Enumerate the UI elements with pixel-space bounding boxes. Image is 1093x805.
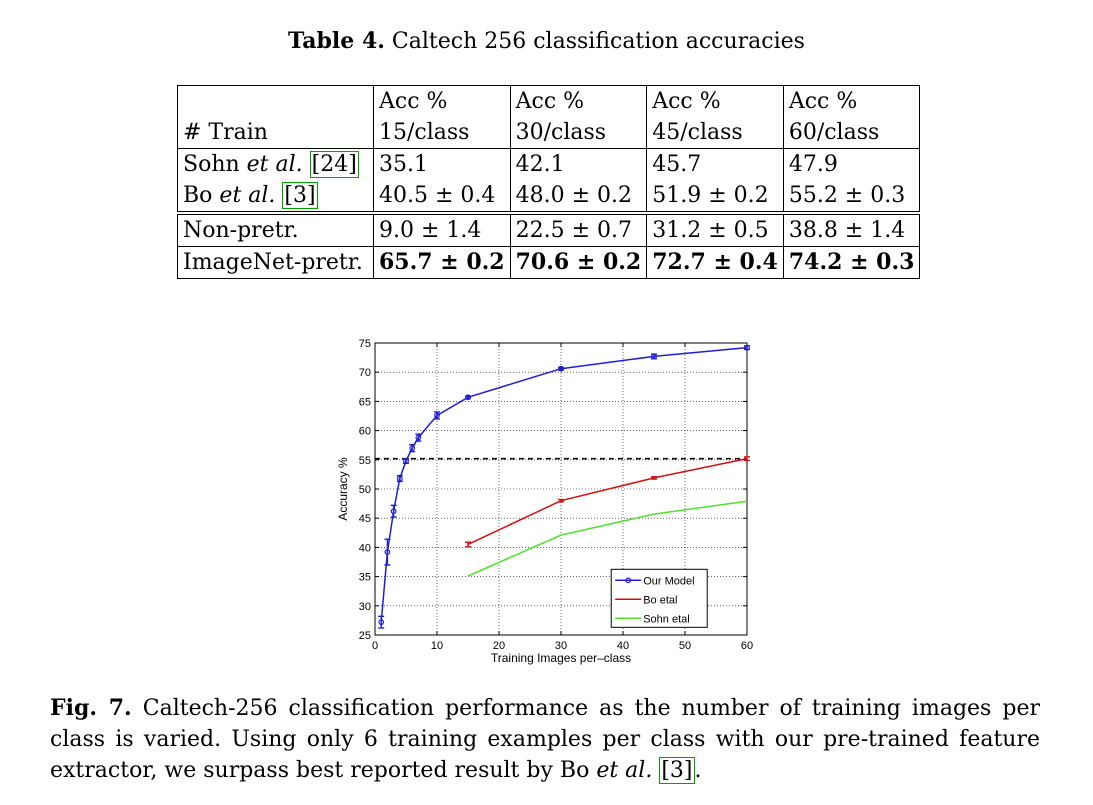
series-line [380, 346, 748, 623]
table-cell: 48.0 ± 0.2 [509, 180, 648, 214]
table-cell: 65.7 ± 0.2 [373, 246, 511, 279]
y-axis-label: Accuracy % [336, 457, 350, 521]
table-cell: 55.2 ± 0.3 [782, 180, 921, 214]
data-point [558, 365, 564, 372]
table-cell: 42.1 [509, 148, 648, 180]
table-cell: 51.9 ± 0.2 [646, 180, 784, 214]
x-tick-label: 0 [372, 640, 378, 652]
y-tick-label: 55 [359, 455, 371, 467]
table-row-sohn: Sohn et al. [24] 35.1 42.1 45.7 47.9 [177, 148, 921, 180]
citation-link[interactable]: [24] [309, 151, 359, 178]
header-col-30: Acc % 30/class [509, 85, 648, 149]
data-point [744, 344, 750, 351]
y-tick-label: 25 [359, 630, 371, 642]
table-cell: 35.1 [373, 148, 511, 180]
header-acc-label: Acc % [788, 89, 858, 114]
table-cell: 40.5 ± 0.4 [373, 180, 511, 214]
header-class-label: 60/class [788, 120, 880, 145]
table-cell: 38.8 ± 1.4 [782, 211, 921, 247]
figure-caption-label: Fig. 7. [50, 695, 132, 721]
table-cell: 9.0 ± 1.4 [373, 211, 511, 247]
data-point [403, 458, 409, 464]
legend-marker [625, 577, 632, 584]
header-col-60: Acc % 60/class [782, 85, 921, 149]
y-tick-label: 75 [359, 338, 371, 350]
x-axis-label: Training Images per–class [491, 651, 631, 665]
x-tick-label: 50 [679, 640, 691, 652]
table-cell: 22.5 ± 0.7 [509, 211, 648, 247]
data-point [384, 549, 391, 555]
data-point [434, 412, 440, 419]
series-line [467, 500, 748, 577]
table-cell: 47.9 [782, 148, 921, 180]
table-header-row: # Train Acc % 15/class Acc % 30/class Acc … [177, 85, 921, 149]
table-cell: 31.2 ± 0.5 [646, 211, 784, 247]
header-col-45: Acc % 45/class [646, 85, 784, 149]
legend-label: Our Model [643, 575, 694, 587]
header-class-label: 45/class [652, 120, 743, 145]
header-acc-label: Acc % [652, 89, 721, 114]
citation-link[interactable]: [3] [282, 182, 318, 209]
y-tick-label: 30 [359, 601, 371, 613]
data-point [651, 353, 657, 360]
data-point [396, 475, 403, 482]
figure-caption: Fig. 7. Caltech-256 classification perfo… [50, 695, 1040, 784]
data-point [465, 394, 471, 401]
table-cell: 70.6 ± 0.2 [509, 246, 648, 279]
legend-label: Bo etal [643, 594, 677, 606]
row-label: Sohn et al. [24] [177, 148, 374, 180]
y-tick-label: 50 [359, 484, 371, 496]
table-cell: 72.7 ± 0.4 [646, 246, 784, 279]
data-point [390, 508, 397, 515]
x-tick-label: 40 [617, 640, 629, 652]
header-acc-label: Acc % [515, 89, 585, 114]
y-tick-label: 65 [359, 396, 371, 408]
y-tick-label: 60 [359, 426, 371, 438]
y-tick-label: 35 [359, 572, 371, 584]
figure-caption-text: Caltech-256 classification performance a… [50, 696, 1040, 783]
y-tick-label: 45 [359, 513, 371, 525]
data-point [415, 434, 422, 441]
table-row-imagenet: ImageNet-pretr. 65.7 ± 0.2 70.6 ± 0.2 72… [177, 246, 921, 279]
x-tick-label: 20 [493, 640, 505, 652]
accuracy-chart: 0 10 20 30 40 50 60 25 30 35 40 45 50 55 60 65 70 75 Train… [336, 338, 753, 665]
row-label: ImageNet-pretr. [177, 246, 374, 279]
header-train: # Train [177, 85, 374, 149]
table-caption: Table 4. Caltech 256 classification accu… [0, 28, 1093, 54]
legend-label: Sohn etal [643, 613, 689, 625]
x-tick-label: 30 [555, 640, 567, 652]
header-col-15: Acc % 15/class [373, 85, 511, 149]
header-class-label: 30/class [515, 120, 607, 145]
table-caption-label: Table 4. [288, 28, 385, 54]
y-tick-label: 40 [359, 542, 371, 554]
data-point [378, 619, 385, 626]
citation-link[interactable]: [3] [659, 757, 695, 784]
header-acc-label: Acc % [379, 89, 448, 114]
figure-caption-etal: et al. [596, 758, 653, 783]
y-tick-label: 70 [359, 367, 371, 379]
data-point [409, 445, 416, 452]
table-row-bo: Bo et al. [3] 40.5 ± 0.4 48.0 ± 0.2 51.9… [177, 180, 921, 214]
table-row-nonpretr: Non-pretr. 9.0 ± 1.4 22.5 ± 0.7 31.2 ± 0… [177, 211, 921, 247]
results-table: # Train Acc % 15/class Acc % 30/class Acc … [177, 85, 921, 279]
table-cell: 45.7 [646, 148, 784, 180]
table-cell: 74.2 ± 0.3 [782, 246, 921, 279]
table-caption-text: Caltech 256 classification accuracies [391, 29, 805, 54]
x-tick-label: 60 [741, 640, 753, 652]
series-line [467, 457, 748, 546]
header-class-label: 15/class [379, 120, 470, 145]
row-label: Bo et al. [3] [177, 180, 374, 214]
row-label: Non-pretr. [177, 211, 374, 247]
x-tick-label: 10 [431, 640, 443, 652]
